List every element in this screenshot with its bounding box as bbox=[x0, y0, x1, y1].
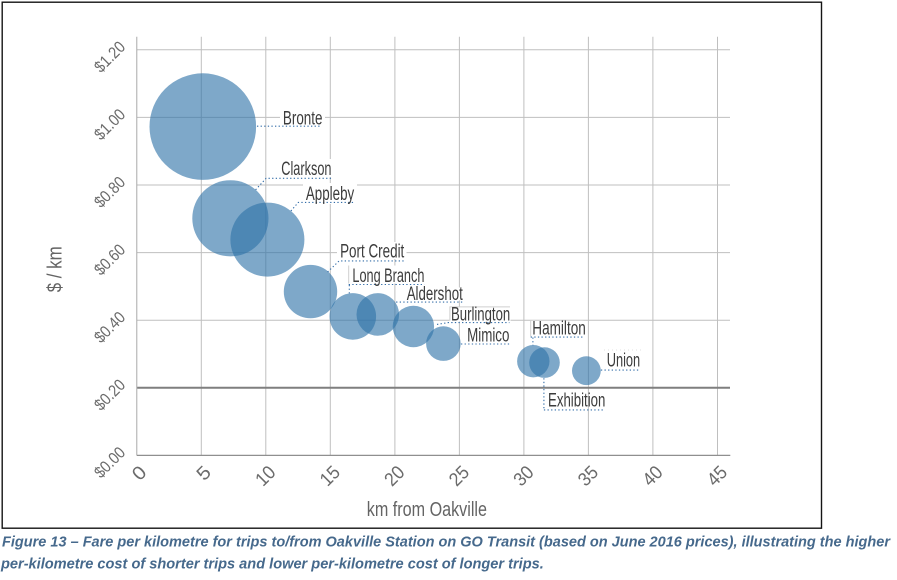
svg-text:Appleby: Appleby bbox=[306, 184, 355, 205]
svg-text:Hamilton: Hamilton bbox=[532, 319, 586, 340]
svg-text:Burlington: Burlington bbox=[451, 304, 510, 325]
svg-text:km from Oakville: km from Oakville bbox=[367, 499, 487, 521]
svg-text:Aldershot: Aldershot bbox=[407, 284, 464, 305]
svg-text:$ / km: $ / km bbox=[45, 246, 67, 292]
svg-text:Port Credit: Port Credit bbox=[340, 241, 405, 262]
svg-text:Clarkson: Clarkson bbox=[281, 159, 331, 180]
svg-text:Bronte: Bronte bbox=[283, 108, 323, 129]
svg-text:Long Branch: Long Branch bbox=[352, 266, 424, 287]
svg-text:Exhibition: Exhibition bbox=[548, 391, 605, 412]
svg-text:per-kilometre cost of shorter: per-kilometre cost of shorter trips and … bbox=[0, 555, 544, 572]
svg-text:Figure 13 – Fare per kilometre: Figure 13 – Fare per kilometre for trips… bbox=[2, 534, 891, 551]
svg-text:Union: Union bbox=[607, 350, 641, 371]
svg-text:Mimico: Mimico bbox=[467, 325, 509, 346]
